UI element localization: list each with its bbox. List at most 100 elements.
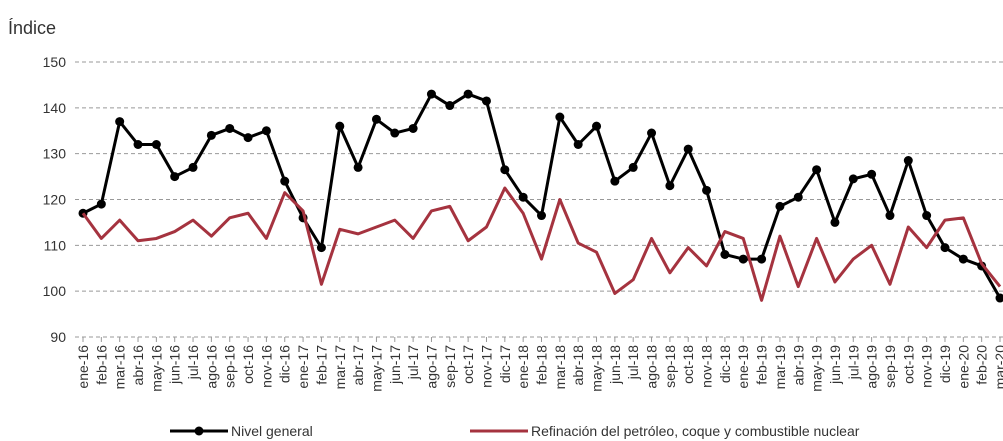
point bbox=[775, 201, 785, 211]
point bbox=[885, 211, 895, 221]
point bbox=[115, 117, 125, 127]
point bbox=[518, 192, 528, 202]
x-tick-label: feb-17 bbox=[313, 345, 329, 385]
x-tick-label: jul-19 bbox=[845, 345, 861, 380]
x-tick-label: may-19 bbox=[809, 345, 825, 392]
legend-label: Nivel general bbox=[231, 423, 313, 439]
x-tick-label: may-16 bbox=[148, 345, 164, 392]
point bbox=[922, 211, 932, 221]
series-line bbox=[81, 186, 1002, 302]
x-tick-label: oct-18 bbox=[680, 345, 696, 384]
x-tick-label: ago-17 bbox=[423, 345, 439, 389]
point bbox=[225, 123, 235, 133]
point bbox=[555, 112, 565, 122]
point bbox=[647, 128, 657, 138]
x-tick-label: jul-17 bbox=[405, 345, 421, 380]
point bbox=[481, 96, 491, 106]
x-tick-label: jun-16 bbox=[167, 345, 183, 385]
point bbox=[995, 293, 1003, 303]
point bbox=[665, 181, 675, 191]
point bbox=[500, 165, 510, 175]
y-tick-label: 100 bbox=[43, 283, 67, 299]
x-tick-label: abr-16 bbox=[130, 345, 146, 386]
point bbox=[463, 89, 473, 99]
x-tick-label: jun-17 bbox=[387, 345, 403, 385]
x-tick-label: dic-16 bbox=[277, 345, 293, 383]
point bbox=[610, 176, 620, 186]
y-axis-label: Índice bbox=[8, 18, 56, 38]
x-tick-label: feb-18 bbox=[534, 345, 550, 385]
x-tick-label: ago-16 bbox=[203, 345, 219, 389]
x-tick-label: ene-16 bbox=[75, 345, 91, 389]
y-tick-label: 120 bbox=[43, 192, 67, 208]
series-line bbox=[82, 92, 1002, 299]
x-tick-label: ago-18 bbox=[644, 345, 660, 389]
x-tick-label: abr-19 bbox=[790, 345, 806, 386]
y-tick-label: 130 bbox=[43, 146, 67, 162]
x-tick-label: mar-20 bbox=[992, 345, 1003, 390]
point bbox=[261, 126, 271, 136]
point bbox=[628, 162, 638, 172]
x-tick-label: abr-17 bbox=[350, 345, 366, 386]
point bbox=[848, 174, 858, 184]
point bbox=[738, 254, 748, 264]
x-tick-label: dic-19 bbox=[937, 345, 953, 383]
x-tick-label: feb-20 bbox=[974, 345, 990, 385]
x-tick-label: sep-16 bbox=[222, 345, 238, 388]
x-tick-label: oct-17 bbox=[460, 345, 476, 384]
x-tick-label: jun-18 bbox=[607, 345, 623, 385]
point bbox=[683, 144, 693, 154]
x-tick-label: ene-18 bbox=[515, 345, 531, 389]
point bbox=[280, 176, 290, 186]
x-tick-label: nov-18 bbox=[699, 345, 715, 388]
point bbox=[316, 243, 326, 253]
x-tick-label: nov-16 bbox=[258, 345, 274, 388]
x-tick-label: ene-19 bbox=[735, 345, 751, 389]
point bbox=[206, 130, 216, 140]
point bbox=[537, 211, 546, 221]
point bbox=[170, 172, 180, 182]
x-tick-label: mar-18 bbox=[552, 345, 568, 390]
point bbox=[903, 156, 913, 166]
point bbox=[426, 89, 436, 99]
point bbox=[573, 140, 583, 149]
x-tick-label: may-17 bbox=[368, 345, 384, 392]
x-tick-label: oct-16 bbox=[240, 345, 256, 384]
x-tick-label: sep-19 bbox=[882, 345, 898, 388]
point bbox=[133, 140, 143, 149]
x-tick-label: mar-16 bbox=[112, 345, 128, 390]
point bbox=[96, 199, 106, 209]
y-tick-label: 140 bbox=[43, 100, 67, 116]
y-tick-label: 90 bbox=[50, 329, 66, 345]
x-tick-label: sep-18 bbox=[662, 345, 678, 388]
x-tick-label: mar-19 bbox=[772, 345, 788, 390]
x-tick-label: nov-19 bbox=[919, 345, 935, 388]
point bbox=[390, 128, 400, 138]
x-tick-label: ago-19 bbox=[864, 345, 880, 389]
x-tick-label: feb-16 bbox=[93, 345, 109, 385]
y-tick-label: 150 bbox=[43, 54, 67, 70]
point bbox=[812, 165, 822, 175]
point bbox=[408, 123, 418, 133]
point bbox=[371, 114, 381, 124]
point bbox=[243, 133, 253, 143]
x-tick-label: jul-16 bbox=[185, 345, 201, 380]
point bbox=[958, 254, 968, 264]
x-tick-label: dic-17 bbox=[497, 345, 513, 383]
point bbox=[188, 162, 198, 172]
point bbox=[757, 254, 767, 264]
point bbox=[592, 121, 602, 131]
x-tick-label: abr-18 bbox=[570, 345, 586, 386]
point bbox=[793, 192, 803, 202]
point bbox=[445, 101, 455, 111]
x-tick-label: ene-20 bbox=[955, 345, 971, 389]
x-tick-label: feb-19 bbox=[754, 345, 770, 385]
x-tick-label: dic-18 bbox=[717, 345, 733, 383]
x-tick-label: mar-17 bbox=[332, 345, 348, 390]
x-tick-label: jul-18 bbox=[625, 345, 641, 380]
legend-label: Refinación del petróleo, coque y combust… bbox=[531, 423, 860, 439]
x-tick-label: jun-19 bbox=[827, 345, 843, 385]
y-tick-label: 110 bbox=[44, 237, 67, 253]
point bbox=[830, 217, 840, 227]
